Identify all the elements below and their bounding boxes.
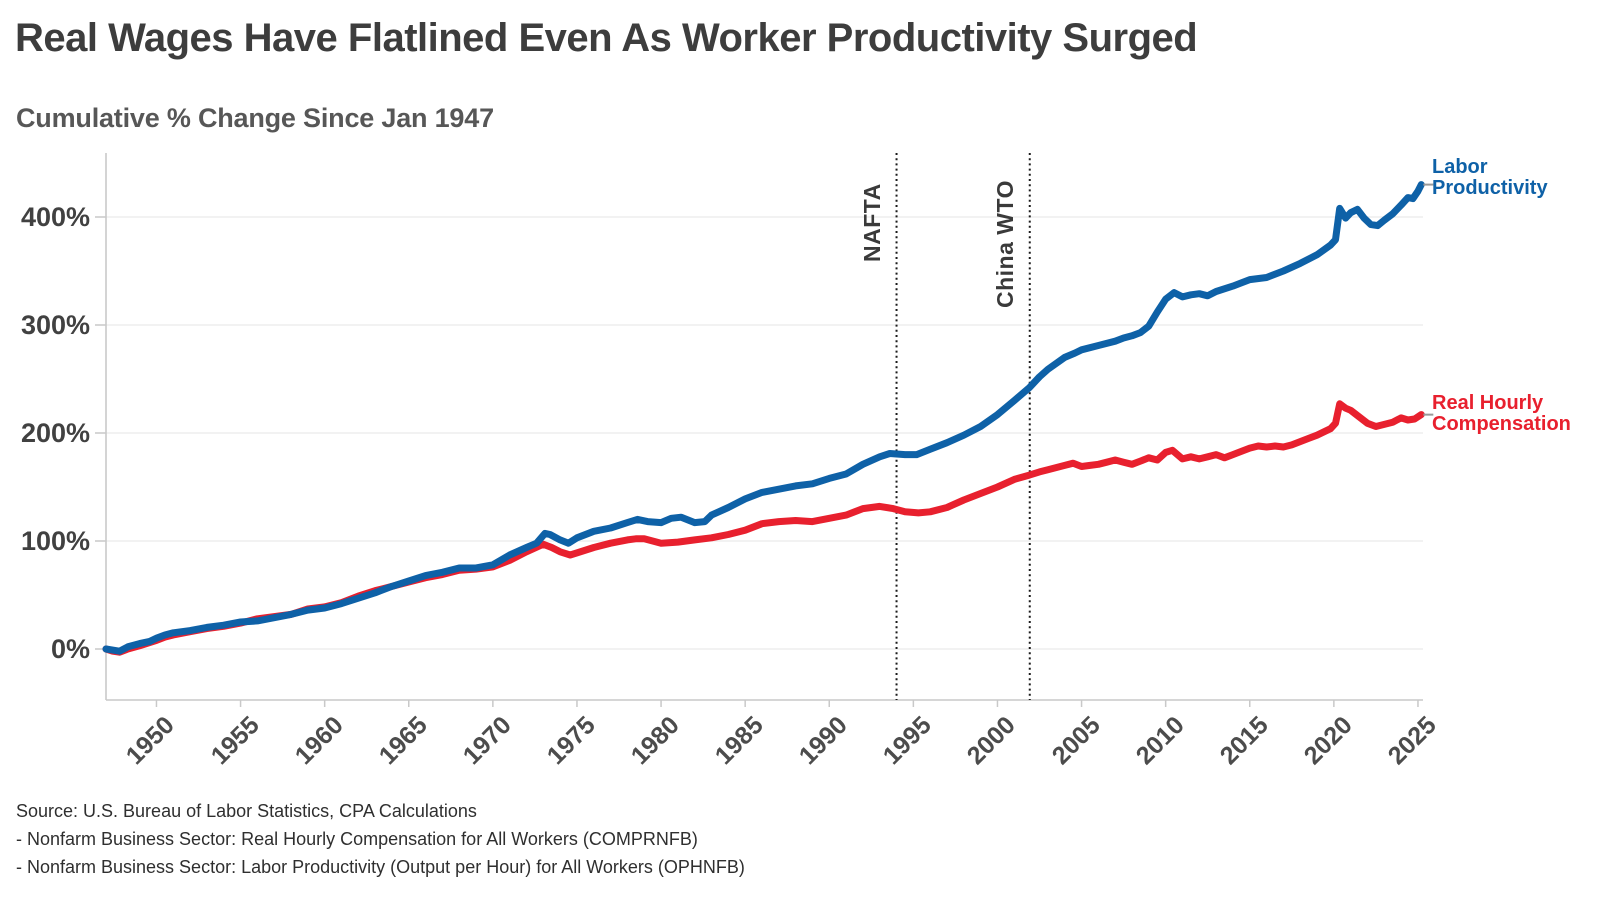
annotation-label-china-wto: China WTO [991,179,1018,308]
y-tick-label: 100% [20,526,90,556]
chart-title: Real Wages Have Flatlined Even As Worker… [15,16,1198,60]
series-label-line: Compensation [1432,412,1571,435]
chart-subtitle: Cumulative % Change Since Jan 1947 [16,103,494,133]
annotation-label-nafta: NAFTA [858,183,885,262]
series-label-line: Labor [1432,156,1488,178]
y-tick-label: 300% [20,310,90,340]
y-tick-label: 200% [20,418,90,448]
series-line-compensation [102,400,1425,656]
source-line-2: - Nonfarm Business Sector: Real Hourly C… [16,829,698,849]
series-label-labor-productivity: Labor Productivity [1432,157,1548,198]
series-label-real-hourly-compensation: Real Hourly Compensation [1432,393,1571,434]
source-line-3: - Nonfarm Business Sector: Labor Product… [16,857,745,877]
source-line-1: Source: U.S. Bureau of Labor Statistics,… [16,801,477,821]
y-tick-label: 400% [20,202,90,232]
y-tick-label: 0% [50,634,90,664]
series-label-line: Real Hourly [1432,392,1544,414]
series-label-line: Productivity [1432,176,1548,199]
series-line-productivity [102,181,1425,655]
